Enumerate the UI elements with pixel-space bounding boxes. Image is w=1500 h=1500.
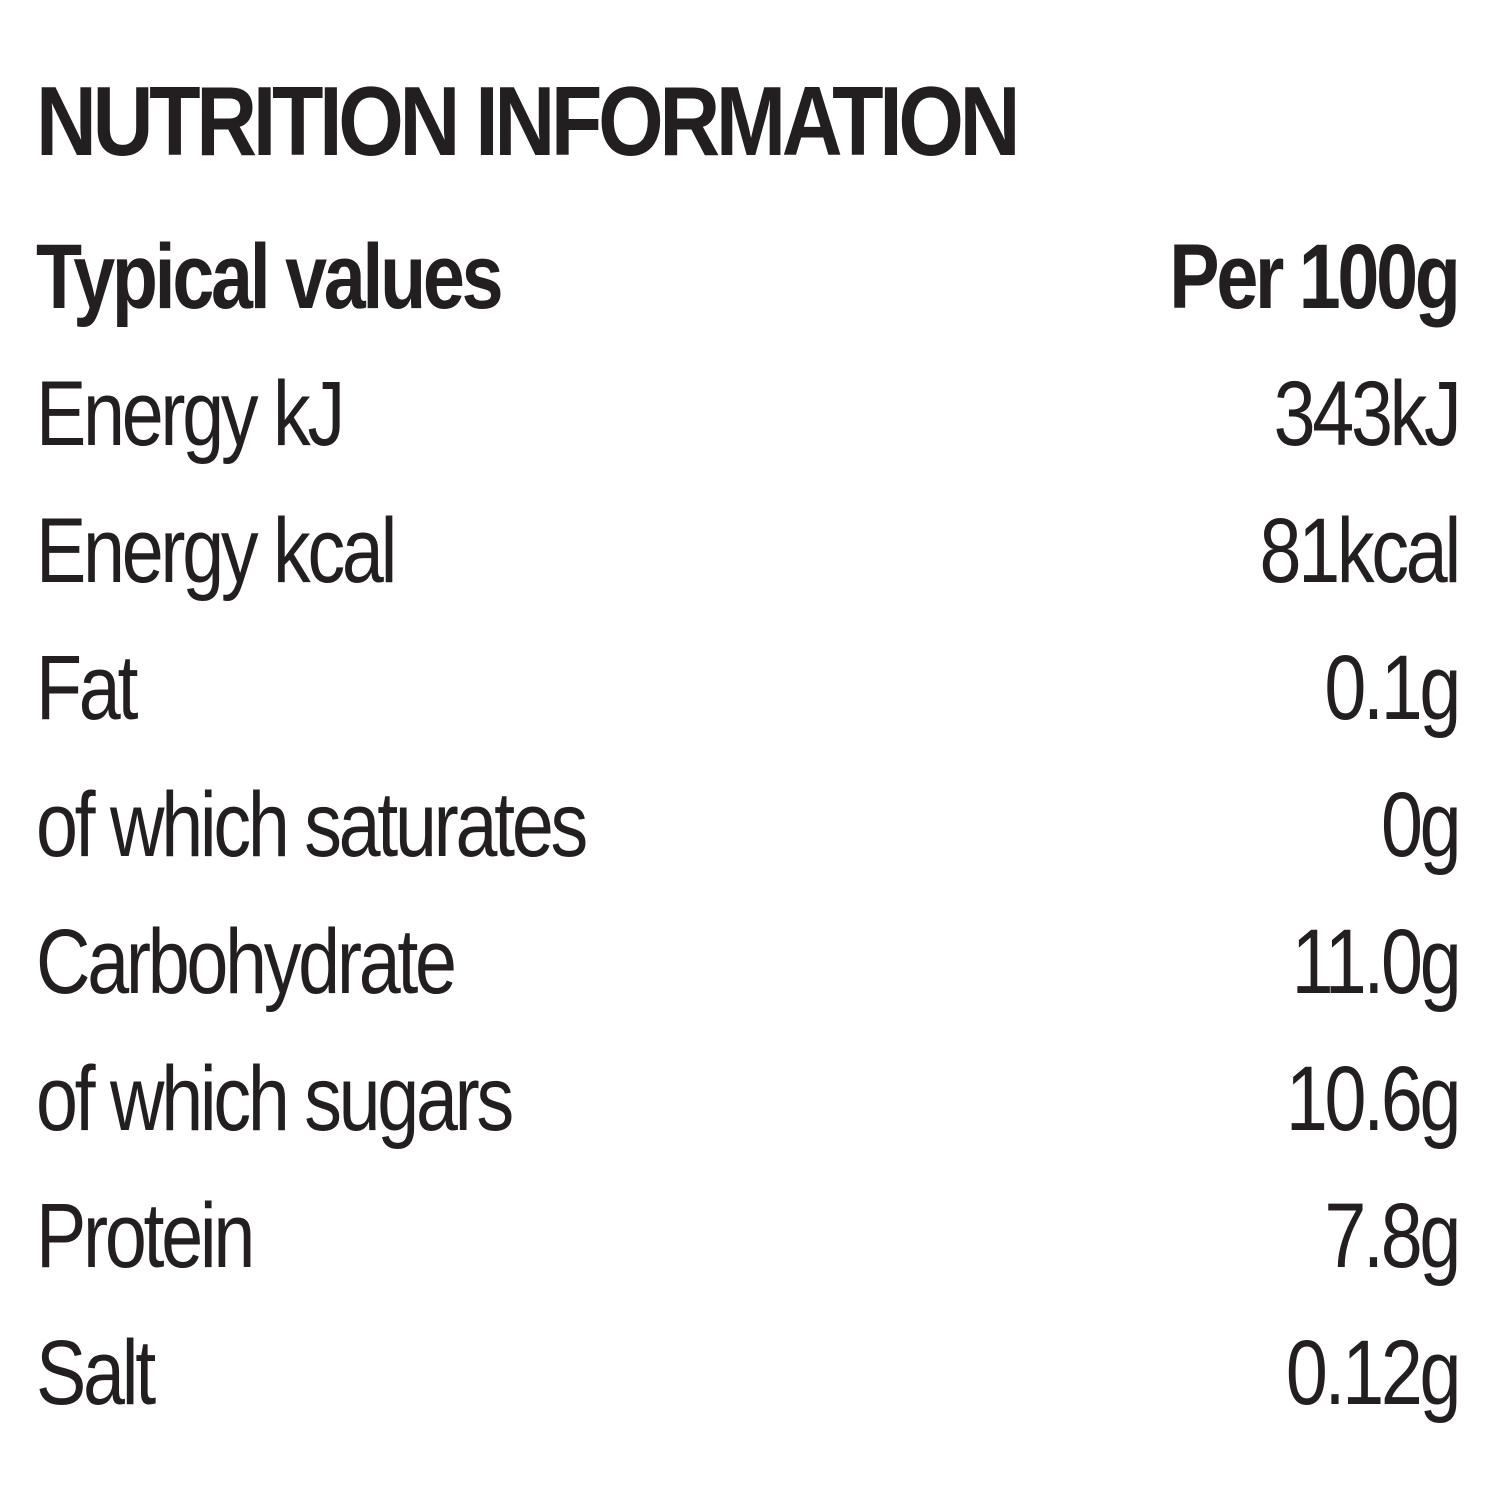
nutrient-value: 0.12g [1285, 1321, 1462, 1424]
table-row: Fat 0.1g [36, 619, 1461, 756]
nutrient-name: Energy kcal [36, 499, 397, 602]
nutrient-value: 11.0g [1291, 910, 1461, 1013]
header-typical-values: Typical values [36, 225, 504, 328]
table-row: Protein 7.8g [36, 1167, 1461, 1304]
table-header-row: Typical values Per 100g [36, 208, 1462, 345]
nutrient-value: 81kcal [1259, 499, 1462, 602]
table-row: Salt 0.12g [36, 1304, 1462, 1441]
header-per-100g: Per 100g [1169, 225, 1462, 328]
nutrient-name: Protein [36, 1184, 255, 1287]
nutrient-name: Energy kJ [36, 362, 345, 465]
table-row: Carbohydrate 11.0g [36, 893, 1461, 1030]
nutrient-name: Salt [36, 1321, 156, 1424]
nutrient-value: 0g [1380, 773, 1462, 876]
nutrient-name: Carbohydrate [36, 910, 457, 1013]
nutrient-value: 0.1g [1324, 636, 1461, 739]
nutrient-name: of which saturates [36, 773, 588, 876]
table-row: Energy kcal 81kcal [36, 482, 1462, 619]
nutrition-table: Typical values Per 100g Energy kJ 343kJ … [36, 208, 1462, 1441]
nutrient-value: 10.6g [1285, 1047, 1462, 1150]
label-title: NUTRITION INFORMATION [36, 66, 1021, 176]
table-row: of which saturates 0g [36, 756, 1462, 893]
nutrition-label: NUTRITION INFORMATION Typical values Per… [36, 66, 1462, 1441]
nutrient-value: 343kJ [1273, 362, 1461, 465]
nutrient-value: 7.8g [1324, 1184, 1461, 1287]
nutrient-name: Fat [36, 636, 138, 739]
table-row: Energy kJ 343kJ [36, 345, 1461, 482]
nutrient-name: of which sugars [36, 1047, 514, 1150]
table-row: of which sugars 10.6g [36, 1030, 1462, 1167]
